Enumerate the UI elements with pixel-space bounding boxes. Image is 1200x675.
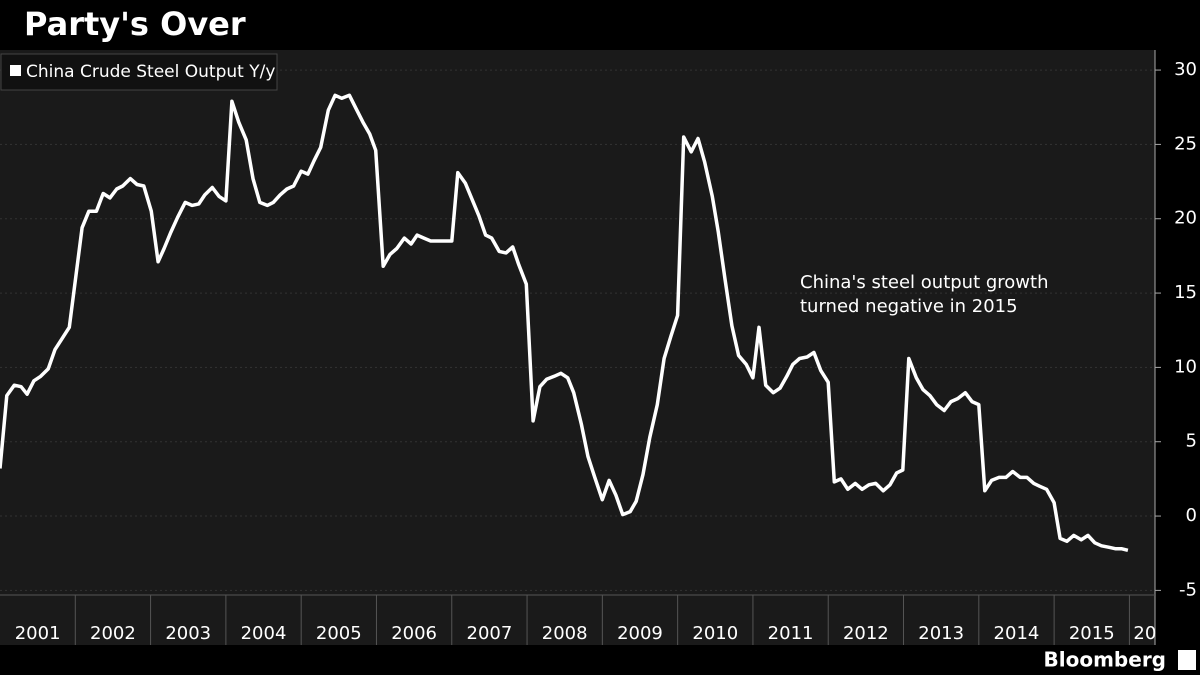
x-tick-label: 2013 [918,623,964,644]
chart-title: Party's Over [24,5,246,43]
y-tick-label: 10 [1174,356,1197,377]
x-tick-label: 2012 [843,623,889,644]
x-tick-label: 2008 [542,623,588,644]
legend-label: China Crude Steel Output Y/y [26,62,275,82]
x-tick-label: 2009 [617,623,663,644]
brand-icon [1178,650,1196,670]
plot-area [0,50,1155,645]
x-tick-label: 2015 [1069,623,1115,644]
x-tick-label: 2007 [467,623,513,644]
x-tick-label: 2002 [90,623,136,644]
legend: China Crude Steel Output Y/y [0,53,278,91]
x-tick-label: 2005 [316,623,362,644]
brand: Bloomberg [1044,648,1166,672]
line [0,93,1129,552]
legend-box [0,53,278,91]
y-tick-label: 0 [1186,505,1197,526]
y-tick-label: -5 [1179,579,1197,600]
x-tick-label: 2014 [994,623,1040,644]
y-tick-label: 25 [1174,133,1197,154]
x-tick-label: 2003 [165,623,211,644]
x-tick-label: 2001 [15,623,61,644]
legend-swatch [10,65,21,76]
y-tick-label: 5 [1186,431,1197,452]
y-tick-label: 30 [1174,59,1197,80]
x-tick-label: 2006 [391,623,437,644]
annotation: turned negative in 2015 [800,296,1018,317]
x-tick-label: 20 [1133,623,1156,644]
annotation: China's steel output growth [800,272,1049,293]
x-tick-label: 2004 [241,623,287,644]
x-tick-label: 2010 [692,623,738,644]
y-tick-label: 15 [1174,282,1197,303]
x-tick-label: 2011 [768,623,814,644]
y-tick-label: 20 [1174,208,1197,229]
